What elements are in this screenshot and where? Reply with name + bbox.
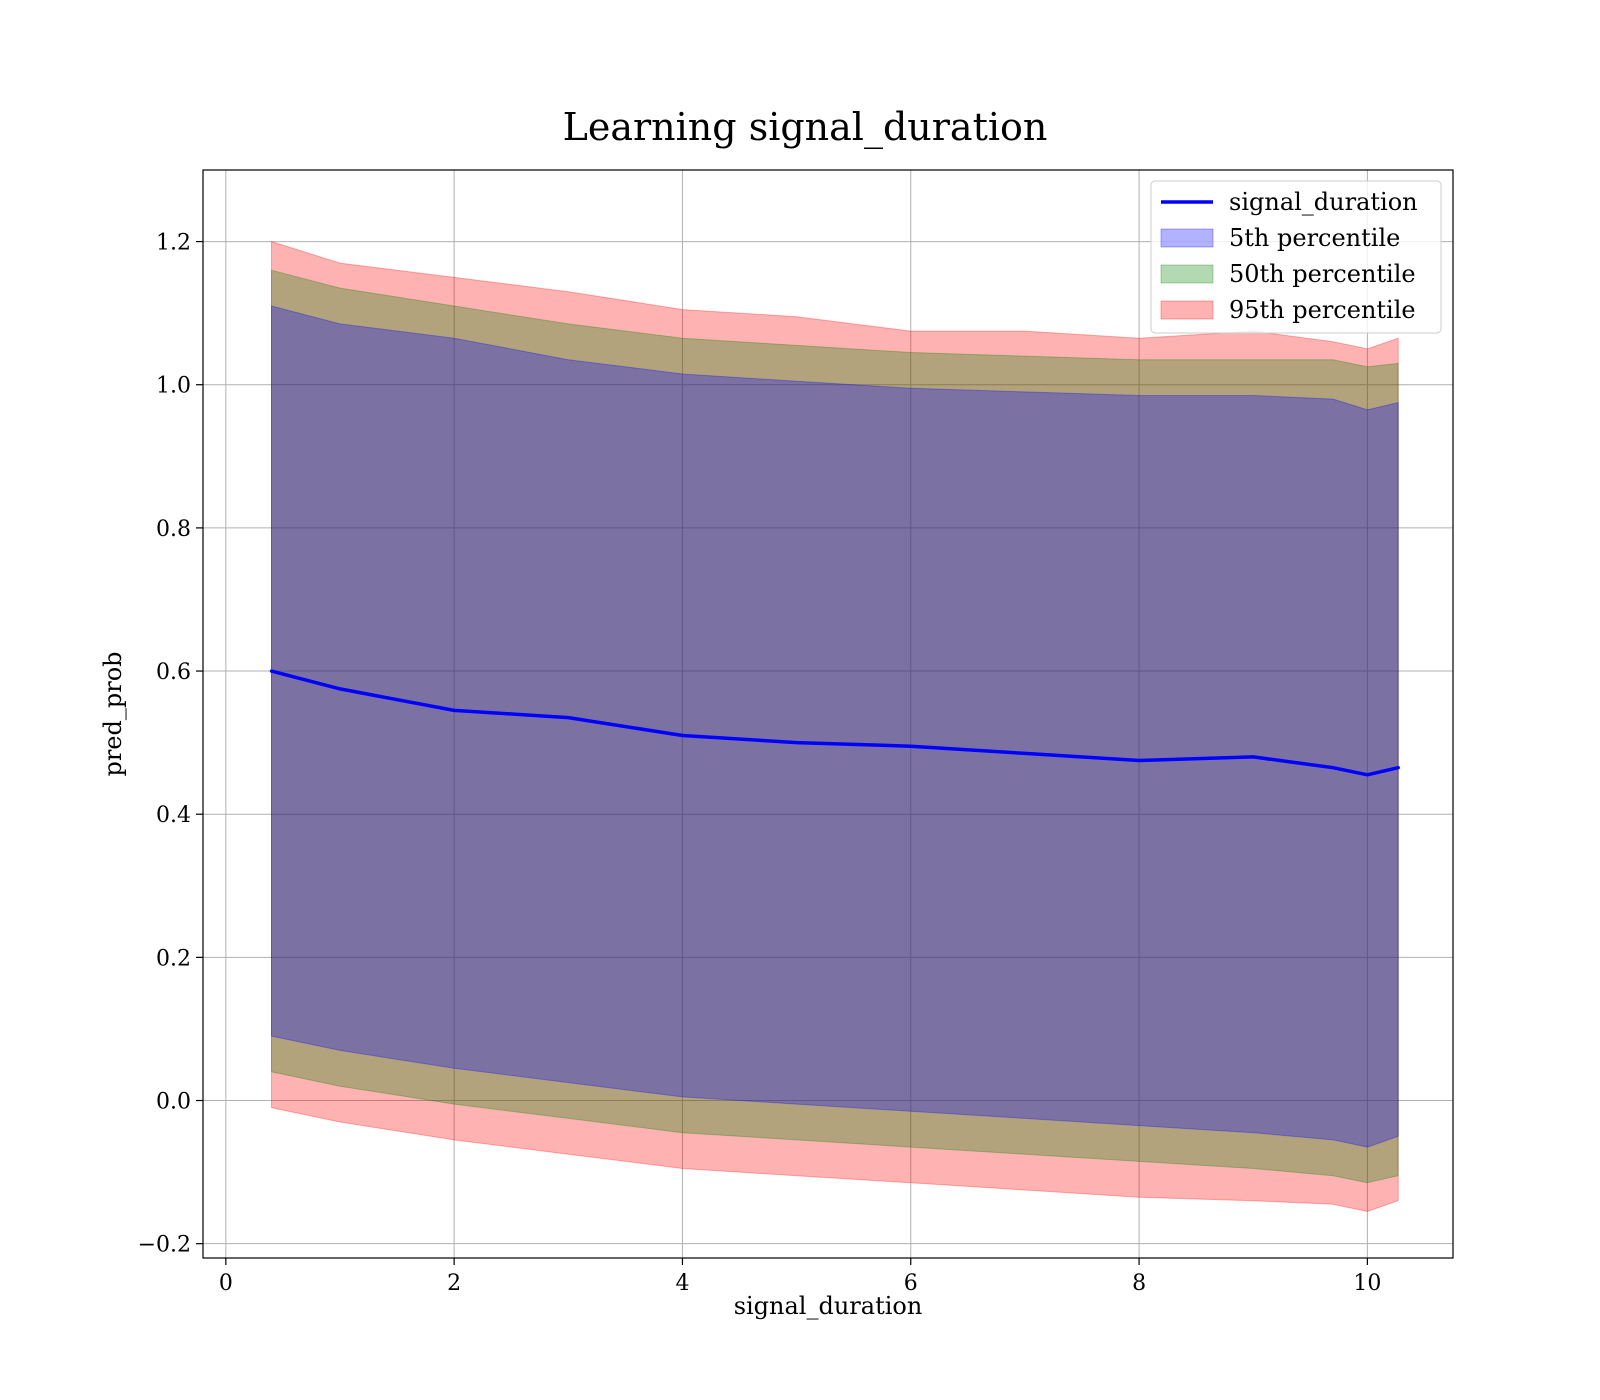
x-tick-label: 0 (219, 1271, 233, 1296)
plot-area-frame (202, 169, 1454, 1259)
legend-swatch (1160, 228, 1214, 248)
x-tick-label: 8 (1132, 1271, 1146, 1296)
legend-swatch (1160, 264, 1214, 284)
y-tick-label: 0.8 (156, 517, 191, 542)
band-5th-percentile (271, 305, 1399, 1148)
x-tick-label: 10 (1353, 1271, 1381, 1296)
x-tick-label: 6 (904, 1271, 918, 1296)
y-tick-label: 1.0 (156, 374, 191, 399)
y-tick-label: 0.6 (156, 660, 191, 685)
x-axis-label: signal_duration (734, 1292, 923, 1320)
legend: signal_duration 5th percentile 50th percen… (1150, 180, 1442, 334)
x-tick-label: 2 (447, 1271, 461, 1296)
legend-box (1150, 180, 1442, 334)
legend-label: 50th percentile (1229, 260, 1416, 288)
series-lines (269, 669, 1400, 777)
chart-title: Learning signal_duration (563, 105, 1048, 150)
y-tick-label: 0.2 (156, 946, 191, 971)
series-line-signal-duration (269, 669, 1400, 777)
y-tick-label: −0.2 (138, 1233, 191, 1258)
y-axis-label: pred_prob (99, 651, 127, 776)
axis-ticks: 0 2 4 6 8 10 −0.2 0.0 0.2 0.4 0.6 0.8 1.0 1.2 (138, 231, 1382, 1296)
x-tick-label: 4 (675, 1271, 689, 1296)
legend-label: 95th percentile (1229, 296, 1416, 324)
band-95th-percentile (271, 240, 1399, 1213)
y-tick-label: 0.4 (156, 803, 191, 828)
legend-label: signal_duration (1229, 188, 1418, 216)
percentile-bands (271, 240, 1399, 1213)
y-tick-label: 0.0 (156, 1090, 191, 1115)
y-tick-label: 1.2 (156, 231, 191, 256)
legend-label: 5th percentile (1229, 224, 1400, 252)
legend-swatch (1160, 300, 1214, 320)
band-50th-percentile (271, 269, 1399, 1184)
